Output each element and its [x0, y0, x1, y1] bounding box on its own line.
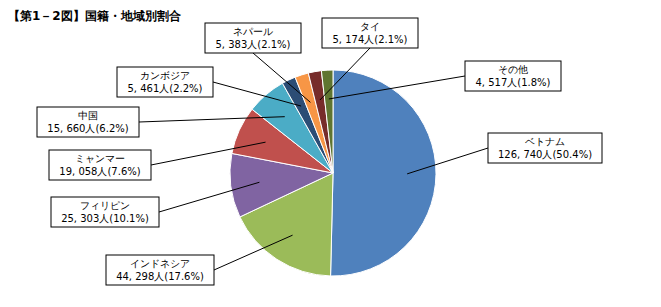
- svg-text:インドネシア: インドネシア: [130, 258, 190, 269]
- html-text:【第1－2図】国籍・地域別割合: 【第1－2図】国籍・地域別割合: [8, 9, 181, 23]
- svg-text:ミャンマー: ミャンマー: [75, 153, 125, 164]
- svg-text:タイ: タイ: [360, 21, 380, 32]
- svg-text:5, 383人(2.1%): 5, 383人(2.1%): [215, 39, 290, 50]
- svg-text:ベトナム: ベトナム: [525, 136, 565, 147]
- svg-text:5, 461人(2.2%): 5, 461人(2.2%): [127, 83, 202, 94]
- svg-text:ネパール: ネパール: [233, 26, 273, 37]
- svg-text:その他: その他: [498, 64, 528, 75]
- svg-text:中国: 中国: [78, 110, 98, 121]
- svg-text:25, 303人(10.1%): 25, 303人(10.1%): [61, 213, 149, 224]
- svg-text:19, 058人(7.6%): 19, 058人(7.6%): [59, 166, 140, 177]
- svg-text:126, 740人(50.4%): 126, 740人(50.4%): [498, 149, 592, 160]
- svg-text:4, 517人(1.8%): 4, 517人(1.8%): [475, 77, 550, 88]
- svg-text:フィリピン: フィリピン: [80, 200, 130, 211]
- svg-text:15, 660人(6.2%): 15, 660人(6.2%): [47, 123, 128, 134]
- svg-text:カンボジア: カンボジア: [140, 70, 190, 81]
- svg-text:5, 174人(2.1%): 5, 174人(2.1%): [332, 34, 407, 45]
- svg-text:44, 298人(17.6%): 44, 298人(17.6%): [116, 271, 204, 282]
